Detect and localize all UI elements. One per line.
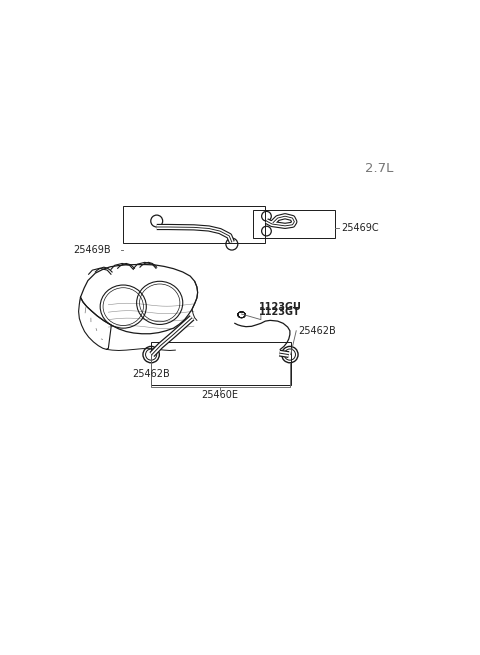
Text: 25462B: 25462B [298,326,336,336]
Text: 25469B: 25469B [73,245,111,255]
Text: 25469C: 25469C [341,223,379,233]
Text: 1123GU: 1123GU [259,301,302,312]
Bar [123,206,264,244]
Text: 1123GT: 1123GT [259,307,300,317]
Bar [253,210,335,238]
Text: 25460E: 25460E [202,390,239,400]
Bar [151,342,290,384]
Text: 2.7L: 2.7L [365,162,394,174]
Text: 25462B: 25462B [132,369,170,379]
